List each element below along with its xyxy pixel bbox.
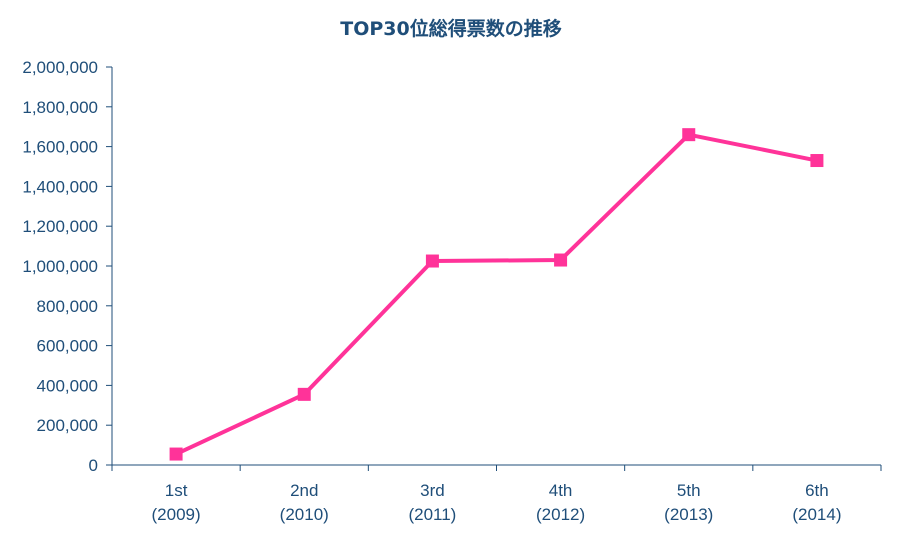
x-tick-label: 4th (2012) bbox=[536, 481, 585, 524]
y-tick-label: 0 bbox=[89, 456, 98, 475]
series-layer bbox=[169, 128, 824, 461]
data-point-marker bbox=[169, 447, 183, 461]
x-tick-label: 6th (2014) bbox=[792, 481, 841, 524]
y-tick-label: 600,000 bbox=[37, 337, 98, 356]
series-line bbox=[175, 132, 818, 456]
y-tick-label: 1,800,000 bbox=[22, 98, 98, 117]
data-point-marker bbox=[297, 387, 311, 401]
y-tick-label: 200,000 bbox=[37, 416, 98, 435]
y-tick-label: 400,000 bbox=[37, 376, 98, 395]
y-tick-label: 800,000 bbox=[37, 297, 98, 316]
y-axis-ticks: 0 200,000 400,000 600,000 800,000 1,000,000 1,… bbox=[22, 58, 112, 475]
data-point-marker bbox=[554, 253, 568, 267]
x-tick-label: 1st (2009) bbox=[152, 481, 201, 524]
data-point-marker bbox=[682, 128, 696, 142]
x-axis-ticks: 1st (2009) 2nd (2010) 3rd (2011) 4th (2012) 5th(… bbox=[111, 465, 882, 524]
data-point-marker bbox=[810, 154, 824, 168]
y-tick-label: 1,600,000 bbox=[22, 138, 98, 157]
chart-axes bbox=[111, 67, 881, 466]
x-tick-label: 2nd (2010) bbox=[280, 481, 329, 524]
chart-title: TOP30位総得票数の推移 bbox=[340, 18, 562, 40]
data-point-marker bbox=[425, 254, 439, 268]
y-tick-label: 1,200,000 bbox=[22, 217, 98, 236]
y-tick-label: 1,000,000 bbox=[22, 257, 98, 276]
x-tick-label: 3rd (2011) bbox=[408, 481, 456, 524]
y-tick-label: 1,400,000 bbox=[22, 177, 98, 196]
x-tick-label: 5th (2013) bbox=[664, 481, 713, 524]
y-tick-label: 2,000,000 bbox=[22, 58, 98, 77]
